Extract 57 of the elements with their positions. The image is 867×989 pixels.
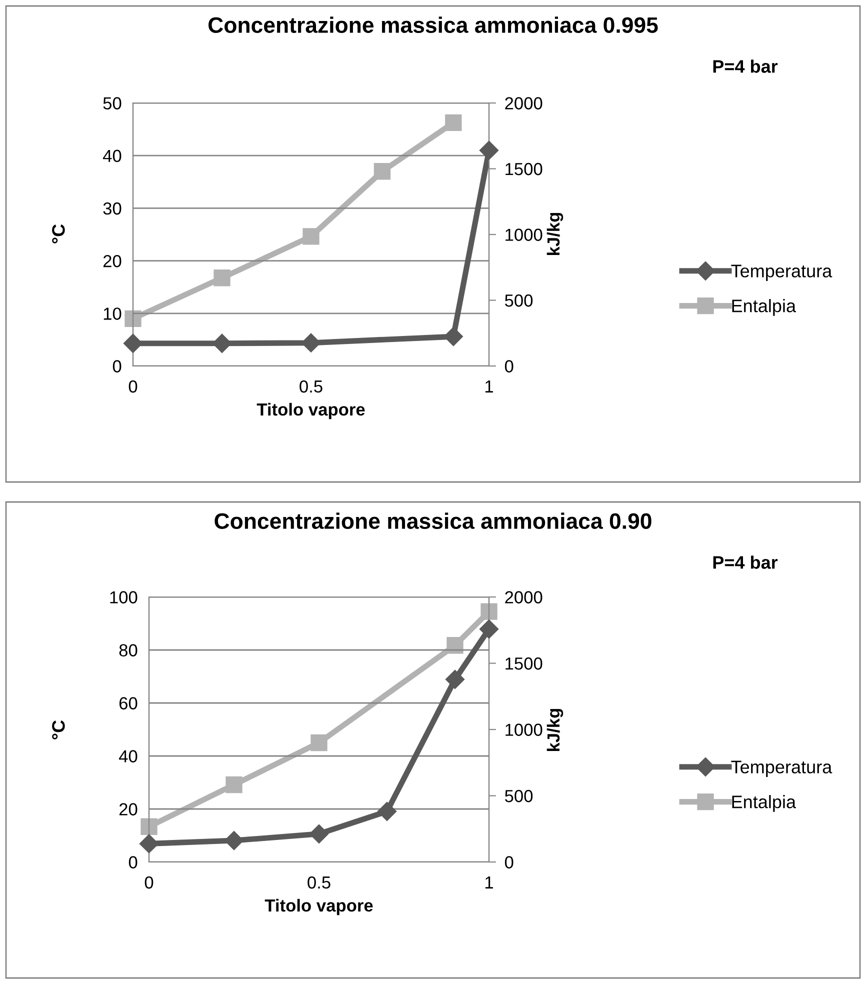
x-tick-label: 0.5 <box>308 876 330 889</box>
x-tick-label: 1 <box>485 876 493 888</box>
y2-tick-label: 2000 <box>505 97 542 110</box>
legend-label: Temperatura <box>731 760 832 777</box>
y2-axis-title: kJ/kg <box>546 708 564 751</box>
point <box>479 620 499 639</box>
point <box>479 140 499 160</box>
x-tick-label: 1 <box>485 380 493 392</box>
x-axis-title: Titolo vapore <box>264 898 373 916</box>
point <box>444 327 463 346</box>
y2-tick-label: 1500 <box>506 162 542 176</box>
y2-tick-label: 1000 <box>506 228 542 241</box>
y-tick-label: 0 <box>112 360 122 372</box>
y2-tick-label: 0 <box>504 856 514 868</box>
y-axis-title: °C <box>52 720 65 740</box>
y-tick-label: 100 <box>110 591 138 604</box>
y-axis-title: °C <box>52 224 65 244</box>
x-tick-label: 0.5 <box>300 380 322 393</box>
point <box>374 163 391 180</box>
point <box>445 114 462 132</box>
point <box>302 228 320 245</box>
y-tick-label: 20 <box>119 803 138 816</box>
point <box>124 310 142 327</box>
y-tick-label: 80 <box>119 644 138 656</box>
legend-label: Entalpia <box>732 299 796 316</box>
y2-axis-title: kJ/kg <box>546 212 564 255</box>
y2-tick-label: 2000 <box>505 591 542 604</box>
y-tick-label: 20 <box>103 254 122 268</box>
chart-title: Concentrazione massica ammoniaca 0.995 <box>208 16 658 33</box>
y-tick-label: 50 <box>103 97 122 110</box>
x-tick-label: 0 <box>144 876 154 889</box>
y-tick-label: 30 <box>103 202 122 215</box>
point <box>309 824 329 844</box>
y-tick-label: 60 <box>119 697 138 710</box>
text: P=4 bar <box>713 556 778 569</box>
y-tick-label: 0 <box>128 856 138 868</box>
point <box>446 637 464 654</box>
point <box>377 802 397 821</box>
y-tick-label: 40 <box>102 150 122 162</box>
y-tick-label: 40 <box>118 750 138 762</box>
point <box>226 776 242 794</box>
point <box>480 603 498 620</box>
y2-tick-label: 0 <box>504 360 514 372</box>
y2-tick-label: 500 <box>504 294 533 307</box>
legend-label: Entalpia <box>732 795 796 812</box>
y-tick-label: 10 <box>104 308 122 320</box>
x-axis-title: Titolo vapore <box>256 402 365 420</box>
chart-title: Concentrazione massica ammoniaca 0.90 <box>214 512 652 529</box>
y2-tick-label: 1500 <box>506 657 542 670</box>
y2-tick-label: 500 <box>504 790 533 802</box>
y2-tick-label: 1000 <box>506 724 542 736</box>
point <box>445 670 465 689</box>
point <box>140 818 158 835</box>
point <box>214 270 230 286</box>
point <box>310 734 328 752</box>
legend-label: Temperatura <box>731 264 832 281</box>
text: P=4 bar <box>713 60 778 73</box>
